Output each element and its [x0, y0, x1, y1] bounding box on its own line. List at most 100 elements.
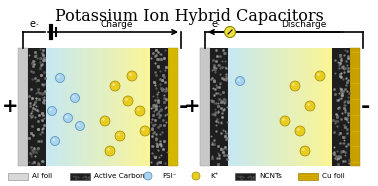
Bar: [138, 48, 140, 166]
Bar: [127, 48, 129, 166]
Bar: [47, 48, 49, 166]
Text: +: +: [2, 97, 18, 116]
Bar: [271, 48, 273, 166]
Bar: [246, 48, 248, 166]
Bar: [54, 48, 56, 166]
Bar: [297, 48, 299, 166]
Bar: [328, 48, 330, 166]
Text: -: -: [36, 21, 39, 27]
Bar: [290, 48, 292, 166]
Bar: [112, 48, 114, 166]
Bar: [118, 48, 119, 166]
Circle shape: [235, 76, 245, 86]
Circle shape: [290, 81, 300, 91]
Circle shape: [53, 139, 55, 141]
Text: Cu foil: Cu foil: [322, 173, 345, 179]
Bar: [274, 48, 275, 166]
Circle shape: [102, 118, 105, 121]
Circle shape: [225, 26, 235, 38]
Text: NCNTs: NCNTs: [259, 173, 282, 179]
Circle shape: [112, 83, 115, 86]
Bar: [144, 48, 145, 166]
Bar: [236, 48, 238, 166]
Bar: [124, 48, 126, 166]
Bar: [319, 48, 321, 166]
Bar: [262, 48, 263, 166]
Bar: [311, 48, 313, 166]
Bar: [63, 48, 65, 166]
Circle shape: [295, 126, 305, 136]
Circle shape: [125, 98, 128, 101]
Bar: [307, 48, 309, 166]
Bar: [240, 48, 242, 166]
Bar: [104, 48, 106, 166]
Bar: [288, 48, 290, 166]
Text: -: -: [217, 21, 220, 27]
Bar: [91, 48, 93, 166]
Bar: [299, 48, 301, 166]
Bar: [70, 48, 71, 166]
Bar: [50, 48, 52, 166]
Bar: [123, 48, 124, 166]
Circle shape: [144, 172, 152, 180]
Bar: [294, 48, 296, 166]
Bar: [266, 48, 268, 166]
Bar: [296, 48, 297, 166]
Text: Potassium Ion Hybrid Capacitors: Potassium Ion Hybrid Capacitors: [54, 8, 324, 25]
Bar: [277, 48, 279, 166]
Circle shape: [110, 81, 120, 91]
Bar: [267, 48, 269, 166]
Bar: [320, 48, 322, 166]
Bar: [263, 48, 265, 166]
Circle shape: [307, 103, 310, 106]
Circle shape: [192, 172, 200, 180]
Circle shape: [51, 137, 59, 145]
Circle shape: [117, 133, 120, 136]
Circle shape: [71, 94, 79, 102]
Bar: [237, 48, 239, 166]
Bar: [79, 48, 80, 166]
Bar: [110, 48, 112, 166]
Circle shape: [64, 113, 73, 123]
Bar: [250, 48, 252, 166]
Circle shape: [282, 118, 285, 121]
Bar: [304, 48, 305, 166]
Bar: [276, 48, 278, 166]
Bar: [313, 48, 314, 166]
Bar: [318, 48, 319, 166]
Bar: [268, 48, 270, 166]
Circle shape: [300, 146, 310, 156]
Text: e: e: [30, 19, 36, 29]
Bar: [97, 48, 99, 166]
Circle shape: [297, 128, 300, 131]
Bar: [287, 48, 288, 166]
Bar: [8, 173, 28, 180]
Circle shape: [65, 116, 68, 118]
Circle shape: [73, 96, 75, 98]
Bar: [264, 48, 266, 166]
Bar: [128, 48, 130, 166]
Circle shape: [292, 83, 295, 86]
Circle shape: [115, 131, 125, 141]
Bar: [94, 48, 96, 166]
Bar: [62, 48, 64, 166]
Bar: [147, 48, 149, 166]
Text: FSI⁻: FSI⁻: [162, 173, 177, 179]
Bar: [81, 48, 83, 166]
Bar: [253, 48, 254, 166]
Circle shape: [105, 146, 115, 156]
Bar: [251, 48, 253, 166]
Bar: [305, 48, 307, 166]
Bar: [284, 48, 286, 166]
Bar: [239, 48, 240, 166]
Bar: [56, 48, 58, 166]
Bar: [80, 48, 82, 166]
Bar: [59, 48, 61, 166]
Bar: [28, 48, 46, 166]
Bar: [73, 48, 75, 166]
Bar: [133, 48, 135, 166]
Bar: [120, 48, 122, 166]
Bar: [95, 48, 97, 166]
Bar: [114, 48, 115, 166]
Bar: [88, 48, 90, 166]
